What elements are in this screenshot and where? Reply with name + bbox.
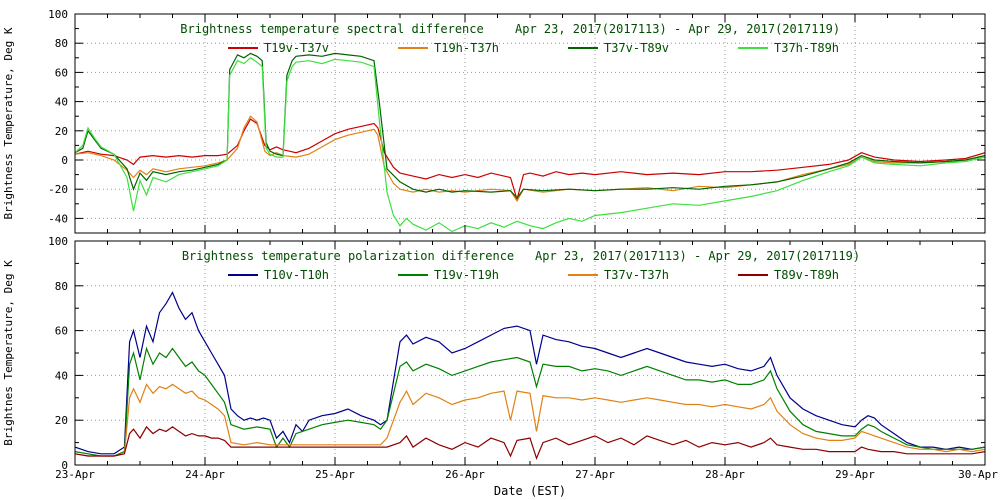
y-axis-label: Brightness Temperature, Deg K xyxy=(2,27,15,219)
legend-label: T19h-T37h xyxy=(434,41,500,55)
legend-item: T89v-T89h xyxy=(738,268,839,282)
series-T37h-T89h xyxy=(75,57,985,233)
legend-item: T19v-T37v xyxy=(228,41,329,55)
y-tick-label: 40 xyxy=(55,96,68,109)
y-tick-label: 60 xyxy=(55,325,68,338)
legend-line-swatch xyxy=(398,274,428,276)
y-tick-label: -40 xyxy=(48,212,68,225)
legend-label: T37h-T89h xyxy=(774,41,840,55)
panel1-title: Brightness temperature spectral differen… xyxy=(180,22,484,36)
legend-item: T37v-T89v xyxy=(568,41,669,55)
series-T89v-T89h xyxy=(75,425,985,461)
legend-line-swatch xyxy=(738,274,768,276)
x-tick-label: 30-Apr xyxy=(958,468,998,481)
y-tick-label: 20 xyxy=(55,125,68,138)
legend-item: T19h-T37h xyxy=(398,41,499,55)
x-tick-label: 23-Apr xyxy=(55,468,95,481)
x-tick-label: 24-Apr xyxy=(185,468,225,481)
y-tick-label: 100 xyxy=(48,235,68,248)
y-tick-label: 0 xyxy=(61,459,68,472)
x-axis-label: Date (EST) xyxy=(493,484,567,498)
legend-label: T37v-T37h xyxy=(604,268,670,282)
legend-line-swatch xyxy=(738,47,768,49)
legend-item: T37v-T37h xyxy=(568,268,669,282)
panel1-date-range: Apr 23, 2017(2017113) - Apr 29, 2017(201… xyxy=(515,22,841,36)
legend-line-swatch xyxy=(568,274,598,276)
x-tick-label: 27-Apr xyxy=(575,468,615,481)
legend-line-swatch xyxy=(228,47,258,49)
legend-label: T37v-T89v xyxy=(604,41,670,55)
legend-panel-0: T19v-T37v T19h-T37h T37v-T89v T37h-T89h xyxy=(0,41,1000,57)
panel2-title: Brightness temperature polarization diff… xyxy=(181,249,515,263)
legend-panel-1: T10v-T10h T19v-T19h T37v-T37h T89v-T89h xyxy=(0,268,1000,284)
series-T37v-T89v xyxy=(75,52,985,199)
legend-line-swatch xyxy=(568,47,598,49)
series-T37v-T37h xyxy=(75,383,985,457)
panel2-date-range: Apr 23, 2017(2017113) - Apr 29, 2017(201… xyxy=(535,249,861,263)
legend-label: T19v-T19h xyxy=(434,268,500,282)
y-tick-label: 100 xyxy=(48,8,68,21)
legend-label: T89v-T89h xyxy=(774,268,840,282)
y-tick-label: 0 xyxy=(61,154,68,167)
series-T19v-T37v xyxy=(75,118,985,202)
legend-label: T19v-T37v xyxy=(264,41,330,55)
y-tick-label: 80 xyxy=(55,280,68,293)
legend-item: T37h-T89h xyxy=(738,41,839,55)
y-axis-label: Brightnes Temperature, Deg K xyxy=(2,260,15,446)
legend-item: T10v-T10h xyxy=(228,268,329,282)
legend-line-swatch xyxy=(398,47,428,49)
x-tick-label: 25-Apr xyxy=(315,468,355,481)
series-T19h-T37h xyxy=(75,115,985,203)
legend-label: T10v-T10h xyxy=(264,268,330,282)
y-tick-label: 40 xyxy=(55,369,68,382)
x-tick-label: 28-Apr xyxy=(705,468,745,481)
y-tick-label: 20 xyxy=(55,414,68,427)
y-tick-label: -20 xyxy=(48,183,68,196)
y-tick-label: 80 xyxy=(55,37,68,50)
legend-line-swatch xyxy=(228,274,258,276)
x-tick-label: 29-Apr xyxy=(835,468,875,481)
x-tick-label: 26-Apr xyxy=(445,468,485,481)
legend-item: T19v-T19h xyxy=(398,268,499,282)
series-T19v-T19h xyxy=(75,346,985,457)
series-T10v-T10h xyxy=(75,291,985,455)
y-tick-label: 60 xyxy=(55,66,68,79)
